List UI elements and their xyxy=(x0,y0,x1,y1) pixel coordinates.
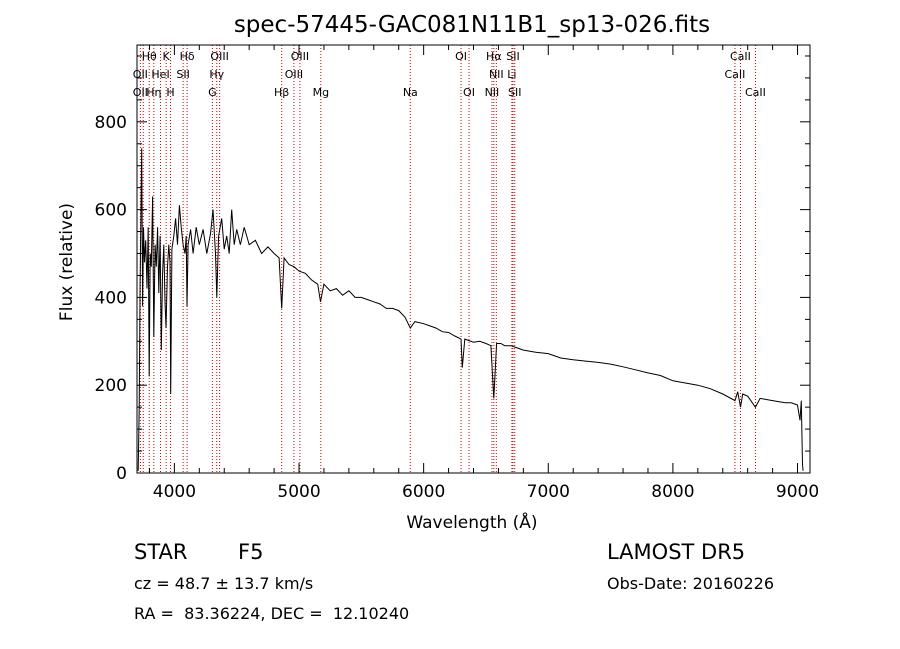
line-label: Li xyxy=(507,68,516,81)
line-label: Hη xyxy=(146,86,161,99)
line-label: SII xyxy=(508,86,521,99)
object-class: STAR xyxy=(134,540,188,564)
x-tick-label: 7000 xyxy=(527,482,570,502)
line-label: CaII xyxy=(725,68,746,81)
line-label: Na xyxy=(403,86,418,99)
line-label: OI xyxy=(455,50,467,63)
x-axis-label: Wavelength (Å) xyxy=(406,511,537,533)
line-label: H xyxy=(166,86,174,99)
y-tick-label: 600 xyxy=(95,201,127,221)
line-label: HeI xyxy=(151,68,169,81)
line-label: K xyxy=(163,50,171,63)
line-label: G xyxy=(208,86,217,99)
redshift-velocity: cz = 48.7 ± 13.7 km/s xyxy=(134,574,314,593)
x-tick-label: 9000 xyxy=(776,482,819,502)
marker-lines-group xyxy=(139,45,756,473)
line-label: Hα xyxy=(486,50,502,63)
line-labels-group: Hθ K Hδ OIII OIII OI Hα SII CaII OII HeI SII Hγ OIII N… xyxy=(133,50,766,99)
y-axis-label: Flux (relative) xyxy=(57,203,77,321)
spectrum-line xyxy=(137,148,804,471)
coordinates: RA = 83.36224, DEC = 12.10240 xyxy=(134,604,410,623)
line-label: NII xyxy=(485,86,500,99)
line-label: SII xyxy=(176,68,189,81)
line-label: OI xyxy=(463,86,475,99)
x-axis: 4000 5000 6000 7000 8000 9000 xyxy=(148,45,819,502)
y-tick-label: 800 xyxy=(95,113,127,133)
line-label: OIII xyxy=(291,50,309,63)
x-tick-label: 5000 xyxy=(277,482,320,502)
line-label: CaII xyxy=(730,50,751,63)
line-label: SII xyxy=(506,50,519,63)
x-tick-label: 4000 xyxy=(153,482,196,502)
line-label: Hγ xyxy=(209,68,224,81)
line-label: Mg xyxy=(313,86,329,99)
line-label: Hθ xyxy=(142,50,157,63)
x-tick-label: 6000 xyxy=(402,482,445,502)
survey-label: LAMOST DR5 xyxy=(607,540,746,564)
line-label: CaII xyxy=(745,86,766,99)
object-subclass: F5 xyxy=(238,540,264,564)
line-label: OII xyxy=(133,68,148,81)
line-label: OIII xyxy=(210,50,228,63)
y-tick-label: 0 xyxy=(116,464,127,484)
line-label: Hβ xyxy=(274,86,289,99)
observation-date: Obs-Date: 20160226 xyxy=(607,574,775,593)
y-tick-label: 400 xyxy=(95,288,127,308)
x-tick-label: 8000 xyxy=(651,482,694,502)
line-label: OIII xyxy=(285,68,303,81)
chart-title: spec-57445-GAC081N11B1_sp13-026.fits xyxy=(234,12,710,38)
line-label: Hδ xyxy=(180,50,195,63)
line-label: NII xyxy=(489,68,504,81)
plot-frame xyxy=(136,44,811,474)
y-tick-label: 200 xyxy=(95,376,127,396)
y-axis: 0 200 400 600 800 xyxy=(95,55,810,484)
